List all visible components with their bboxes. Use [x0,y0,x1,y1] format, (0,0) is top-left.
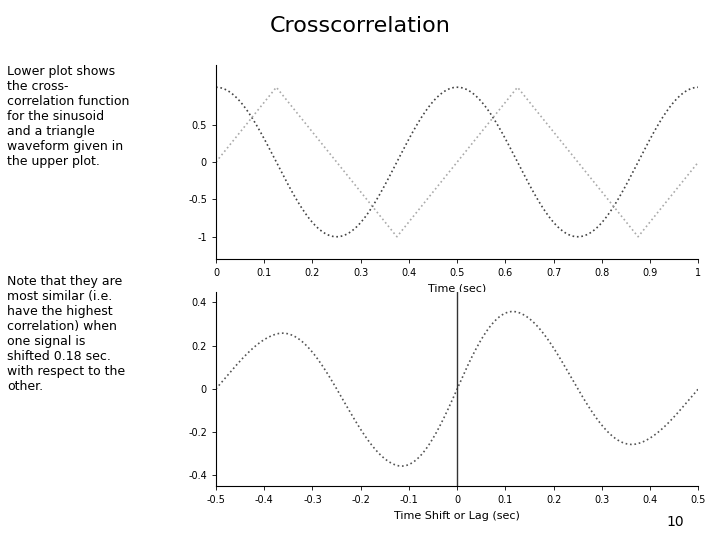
Text: Note that they are
most similar (i.e.
have the highest
correlation) when
one sig: Note that they are most similar (i.e. ha… [7,275,125,394]
Text: Crosscorrelation: Crosscorrelation [269,16,451,36]
Text: Lower plot shows
the cross-
correlation function
for the sinusoid
and a triangle: Lower plot shows the cross- correlation … [7,65,130,168]
X-axis label: Time (sec): Time (sec) [428,284,486,294]
Text: 10: 10 [667,515,684,529]
X-axis label: Time Shift or Lag (sec): Time Shift or Lag (sec) [395,511,520,521]
